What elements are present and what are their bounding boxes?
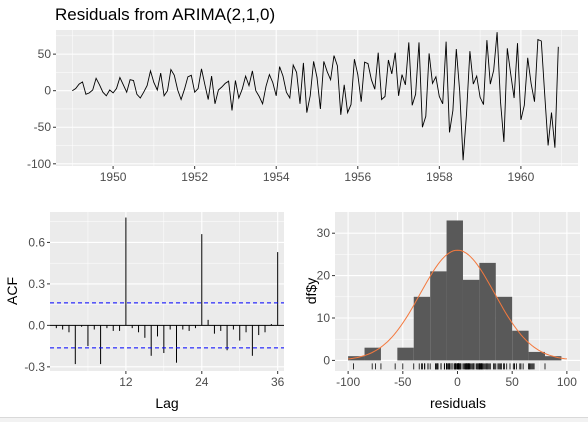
x-tick-label: 24 [195,375,209,389]
residuals-gridlines [56,30,578,166]
acf-y-axis: -0.3 0.0 0.3 0.6 [24,235,50,374]
x-tick-label: 100 [557,375,577,389]
residual-histogram-panel: -100 -50 0 50 100 0 10 20 30 residuals df$y [303,212,580,411]
histogram-x-axis: -100 -50 0 50 100 [336,371,577,389]
y-tick-label: 0.0 [28,318,45,332]
normal-density-curve [348,249,567,360]
histogram-bar [512,330,529,361]
x-tick-label: 1954 [263,170,290,184]
y-tick-label: 0 [323,353,330,367]
histogram-bar [462,279,480,361]
histogram-bar [528,351,545,361]
acf-panel: 12 24 36 -0.3 0.0 0.3 0.6 Lag ACF [4,212,285,411]
y-tick-label: -0.3 [24,360,45,374]
acf-x-axis: 12 24 36 [119,371,285,389]
y-tick-label: 10 [317,311,331,325]
acf-y-axis-title: ACF [4,277,20,305]
y-tick-label: 30 [317,226,331,240]
residuals-time-series-panel: 1950 1952 1954 1956 1958 1960 -100 -50 0 50 [27,30,578,184]
residuals-x-axis: 1950 1952 1954 1956 1958 1960 [100,166,535,184]
x-tick-label: 1960 [508,170,535,184]
histogram-bar [364,347,381,361]
histogram-y-axis: 0 10 20 30 [317,226,335,367]
histogram-bars [348,220,562,361]
x-tick-label: 50 [506,375,520,389]
x-tick-label: 1952 [181,170,208,184]
y-tick-label: -100 [27,157,51,171]
histogram-bar [479,262,496,361]
histogram-bar [545,356,562,361]
x-tick-label: 1958 [426,170,453,184]
x-tick-label: -50 [394,375,412,389]
chart-title: Residuals from ARIMA(2,1,0) [55,5,275,24]
histogram-bar [446,220,463,361]
acf-x-axis-title: Lag [155,395,178,411]
x-tick-label: 1950 [100,170,127,184]
y-tick-label: 50 [38,47,52,61]
y-tick-label: 0 [44,84,51,98]
y-tick-label: 20 [317,269,331,283]
histogram-bar [413,296,431,361]
acf-plot-area [50,212,284,371]
histogram-x-axis-title: residuals [430,395,486,411]
x-tick-label: 1956 [344,170,371,184]
window-bottom-edge [0,417,588,422]
y-tick-label: 0.6 [28,235,45,249]
histogram-y-axis-title: df$y [303,278,319,304]
residual-rug [353,363,546,370]
residuals-line [72,32,559,161]
histogram-bar [495,296,513,361]
residuals-series [72,32,559,161]
x-tick-label: 36 [271,375,285,389]
y-tick-label: 0.3 [28,277,45,291]
x-tick-label: 12 [119,375,133,389]
x-tick-label: 0 [454,375,461,389]
x-tick-label: -100 [336,375,360,389]
acf-bars [50,217,284,365]
y-tick-label: -50 [34,120,52,134]
histogram-bar [397,347,414,361]
histogram-bar [348,356,365,361]
acf-confidence-bounds [50,302,284,349]
density-line [348,249,567,360]
histogram-bar [430,271,447,361]
residuals-y-axis: -100 -50 0 50 [27,47,56,171]
